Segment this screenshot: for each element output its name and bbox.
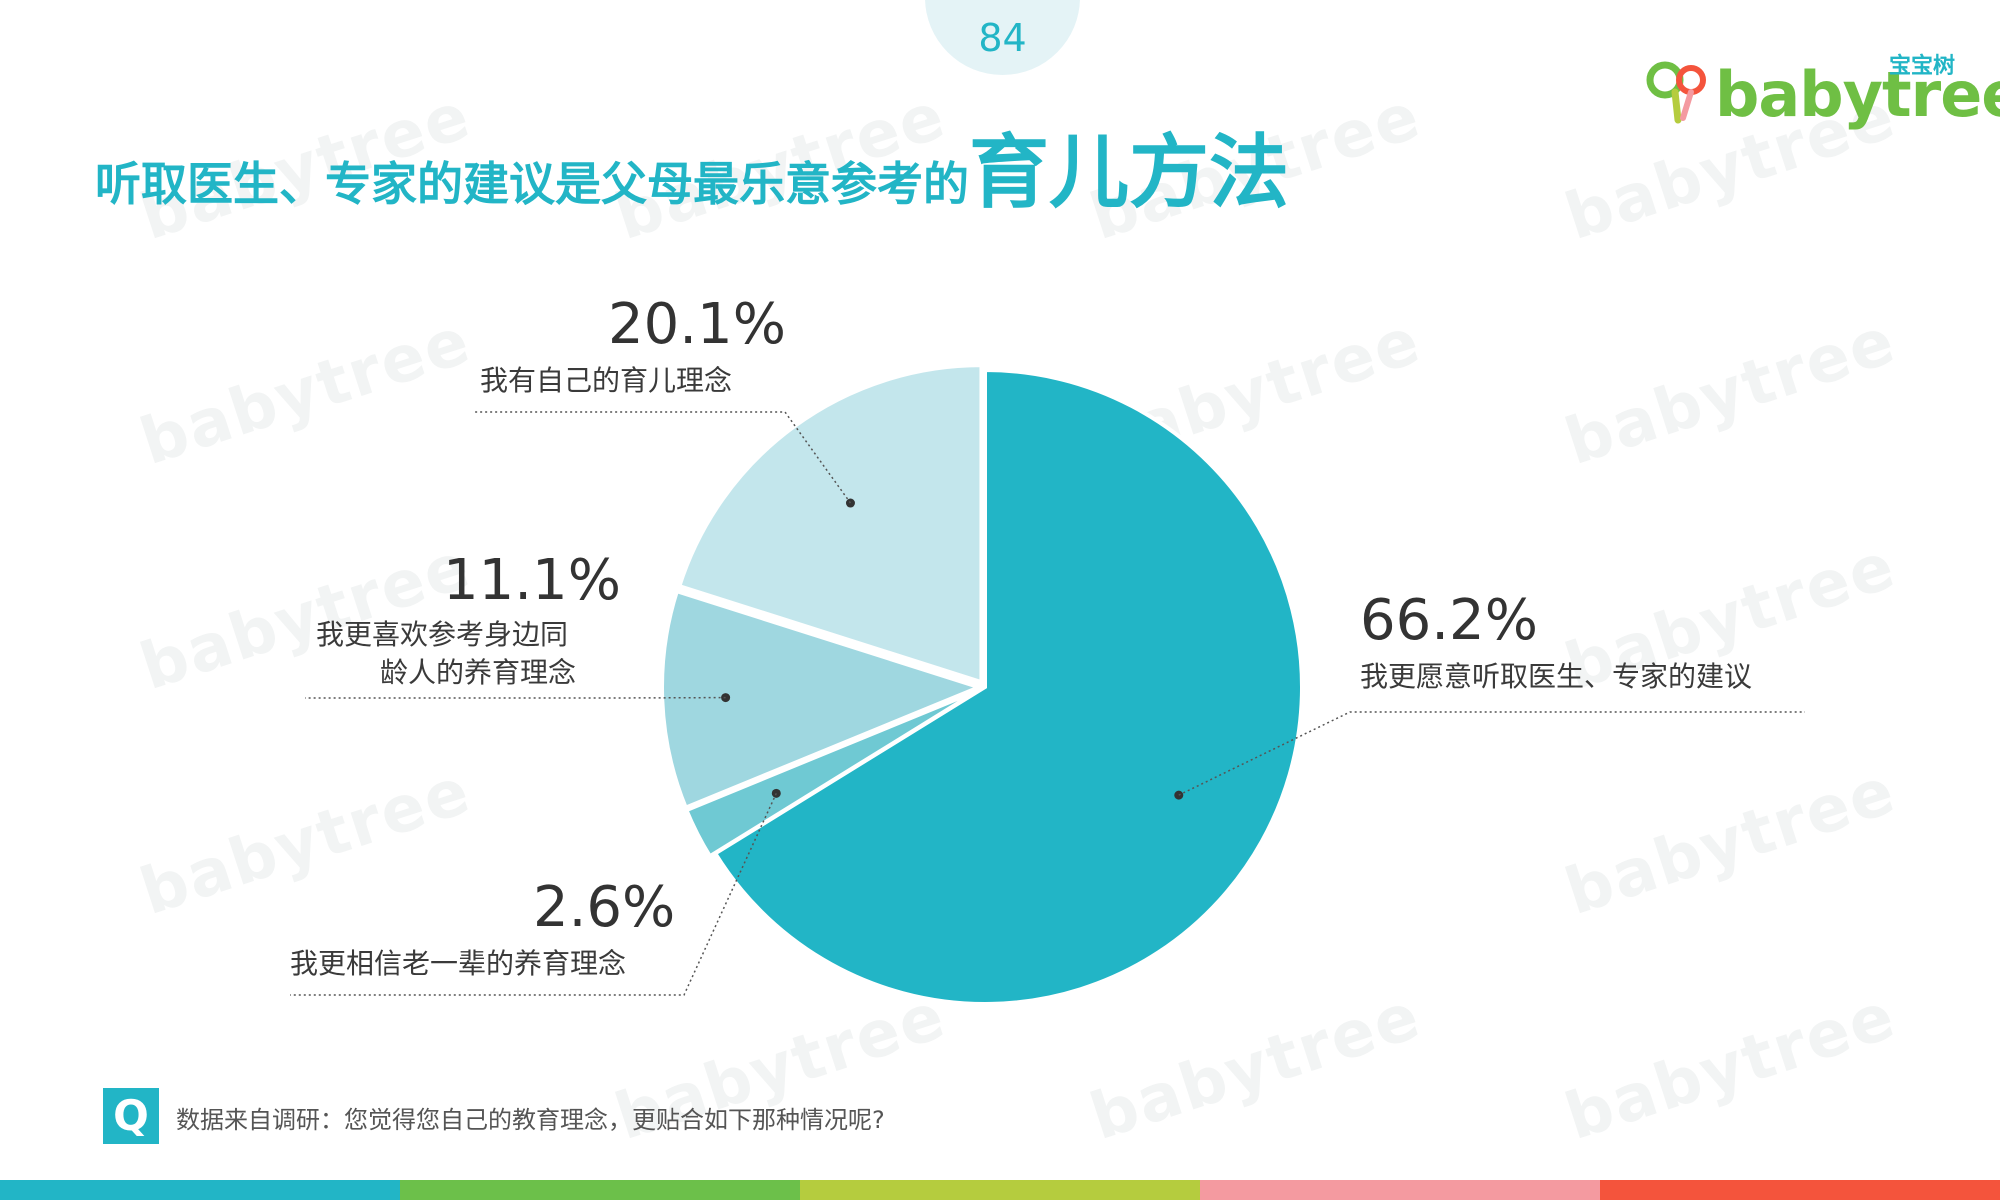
footer-color-segment [1600, 1180, 2000, 1200]
logo-chinese-text: 宝宝树 [1888, 54, 1955, 79]
slice-value-label: 66.2% [1360, 588, 1538, 653]
question-icon: Q [103, 1088, 159, 1144]
slice-value-label: 20.1% [608, 292, 786, 357]
slice-category-label-line-1: 我更喜欢参考身边同 [316, 618, 569, 651]
slice-category-label: 我更相信老一辈的养育理念 [290, 947, 627, 980]
pie-slice [660, 588, 985, 811]
slice-value-label: 11.1% [443, 548, 621, 613]
babytree-logo-icon [1646, 61, 1706, 124]
page-title: 听取医生、专家的建议是父母最乐意参考的育儿方法 [95, 108, 1289, 224]
title-part-1: 听取医生、专家的建议是父母最乐意参考的 [95, 157, 969, 211]
footer-color-segment [0, 1180, 400, 1200]
pie-slice [676, 363, 984, 685]
slice-category-label: 我有自己的育儿理念 [480, 364, 733, 397]
logo-text: babytree [1715, 58, 2000, 131]
source-note: 数据来自调研：您觉得您自己的教育理念，更贴合如下那种情况呢? [176, 1106, 885, 1134]
pie-slice [712, 367, 1304, 1006]
footer-color-segment [400, 1180, 800, 1200]
footer-color-segment [800, 1180, 1200, 1200]
title-part-2: 育儿方法 [969, 126, 1289, 219]
leader-line [290, 793, 777, 996]
babytree-logo: babytree 宝宝树 [1645, 48, 2000, 131]
slice-category-label: 我更愿意听取医生、专家的建议 [1360, 660, 1753, 693]
slice-value-label: 2.6% [533, 875, 676, 940]
footer-color-bar [0, 1180, 2000, 1200]
page-number: 84 [978, 16, 1027, 60]
slice-category-label-line-2: 龄人的养育理念 [380, 656, 577, 689]
leader-line [1178, 711, 1805, 796]
pie-slice [683, 687, 981, 859]
footer-color-segment [1200, 1180, 1600, 1200]
